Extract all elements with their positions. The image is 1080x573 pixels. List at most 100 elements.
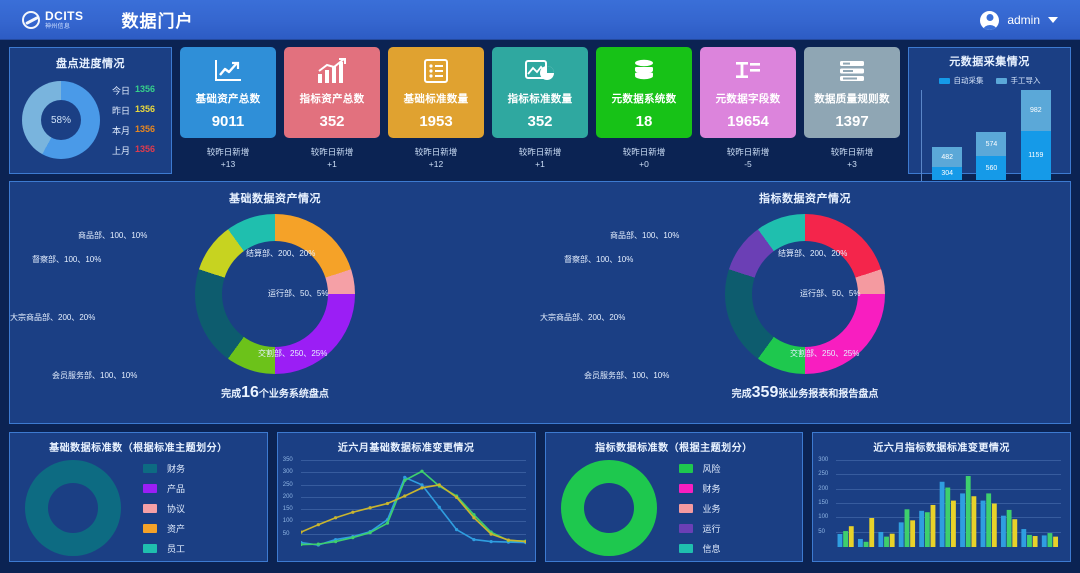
basic-asset-donut-ring: [195, 214, 355, 374]
index-asset-footer-suffix: 张业务报表和报告盘点: [778, 389, 879, 400]
kpi-delta-value: +0: [639, 159, 649, 170]
legend-swatch: [678, 523, 693, 533]
kpi-delta-value: +1: [535, 159, 545, 170]
inventory-progress-panel: 盘点进度情况 58% 今日 1356 昨日 1356 本月 1356 上月 1356: [9, 47, 172, 174]
kpi-card-body[interactable]: 指标资产总数 352: [284, 47, 380, 138]
logo-sub-text: 神州信息: [45, 23, 71, 30]
standard-legend-item[interactable]: 员工: [143, 542, 262, 555]
kpi-card-value: 1397: [835, 113, 869, 130]
basic-asset-footer-prefix: 完成: [221, 389, 242, 400]
bar-segment-manual: 482: [932, 146, 963, 168]
kpi-card-3[interactable]: 基础标准数量 1953 较昨日新增 +12: [388, 47, 484, 174]
index-asset-footer-number: 359: [751, 384, 779, 401]
legend-swatch: [678, 503, 693, 513]
progress-legend-row: 上月 1356: [112, 144, 165, 157]
kpi-card-delta: 较昨日新增 +3: [831, 146, 874, 171]
kpi-card-7[interactable]: 数据质量规则数 1397 较昨日新增 +3: [804, 47, 900, 174]
list-icon: [423, 56, 449, 86]
kpi-card-2[interactable]: 指标资产总数 352 较昨日新增 +1: [284, 47, 380, 174]
collection-legend-item[interactable]: 自动采集: [938, 75, 984, 86]
index-trend-chart: 50 100 150 200 250 300: [818, 457, 1065, 558]
kpi-card-label: 元数据系统数: [611, 93, 677, 105]
standard-legend-item[interactable]: 业务: [678, 502, 798, 515]
grid-line: [300, 472, 526, 474]
kpi-card-value: 19654: [727, 113, 769, 130]
kpi-card-delta: 较昨日新增 +13: [207, 146, 250, 171]
kpi-card-body[interactable]: 基础资产总数 9011: [180, 47, 276, 138]
progress-legend-row: 今日 1356: [112, 84, 165, 97]
pie-slice-label: 交割部、250、25%: [790, 349, 860, 358]
legend-label: 运行: [702, 523, 721, 534]
y-axis-tick: 50: [818, 528, 825, 535]
legend-label: 信息: [702, 543, 721, 554]
standard-legend-item[interactable]: 运行: [678, 522, 798, 535]
pie-slice-label: 结算部、200、20%: [246, 249, 316, 258]
kpi-card-6[interactable]: 元数据字段数 19654 较昨日新增 -5: [700, 47, 796, 174]
legend-label: 协议: [167, 503, 186, 514]
index-asset-footer-prefix: 完成: [731, 389, 752, 400]
kpi-card-body[interactable]: 基础标准数量 1953: [388, 47, 484, 138]
grid-line: [300, 460, 526, 461]
user-menu[interactable]: admin: [980, 0, 1058, 40]
standard-legend-item[interactable]: 协议: [143, 502, 262, 515]
kpi-delta-label: 较昨日新增: [518, 147, 562, 157]
legend-label: 自动采集: [953, 76, 984, 85]
y-axis-tick: 100: [818, 514, 829, 521]
dcits-logo-icon: [22, 10, 40, 29]
kpi-delta-value: +3: [847, 159, 857, 170]
progress-legend-value: 1356: [135, 123, 156, 134]
standard-legend-item[interactable]: 信息: [678, 542, 798, 555]
collection-bar-group: 9821159COLUMN: [1020, 90, 1052, 194]
y-axis-tick: 250: [282, 481, 293, 488]
kpi-card-body[interactable]: 元数据字段数 19654: [700, 47, 796, 138]
grid-line: [300, 533, 526, 535]
index-asset-donut: 商品部、100、10% 督察部、100、10% 大宗商品部、200、20% 会员服务部…: [540, 208, 1070, 380]
legend-label: 财务: [167, 463, 186, 474]
bottom-row: 基础数据标准数（根据标准主题划分） 财务 产品 协议 资产 员工 近六月基础数据标准变更…: [9, 432, 1071, 562]
basic-asset-title: 基础数据资产情况: [229, 193, 321, 205]
standard-legend-item[interactable]: 财务: [678, 482, 798, 495]
pie-slice-label: 交割部、250、25%: [258, 349, 328, 358]
grid-line: [836, 460, 1061, 461]
user-icon: [980, 10, 1000, 30]
standard-legend-item[interactable]: 产品: [143, 482, 262, 495]
kpi-card-body[interactable]: 指标标准数量 352: [492, 47, 588, 138]
kpi-delta-label: 较昨日新增: [726, 147, 770, 157]
kpi-card-body[interactable]: 元数据系统数 18: [596, 47, 692, 138]
bar-growth-icon: [316, 56, 348, 86]
y-axis-tick: 200: [818, 485, 829, 492]
kpi-card-label: 指标标准数量: [507, 93, 573, 105]
kpi-card-5[interactable]: 元数据系统数 18 较昨日新增 +0: [596, 47, 692, 174]
basic-standard-panel: 基础数据标准数（根据标准主题划分） 财务 产品 协议 资产 员工: [9, 432, 268, 562]
metadata-collection-title: 元数据采集情况: [949, 56, 1030, 68]
kpi-row: 盘点进度情况 58% 今日 1356 昨日 1356 本月 1356 上月 1356 基础资产…: [0, 40, 1080, 193]
y-axis-tick: 150: [282, 506, 293, 513]
line-series-svg: [300, 469, 526, 547]
inventory-progress-title: 盘点进度情况: [56, 58, 125, 70]
standard-legend-item[interactable]: 资产: [143, 522, 262, 535]
chevron-down-icon[interactable]: [1048, 17, 1058, 23]
pie-slice-label: 结算部、200、20%: [778, 249, 848, 258]
kpi-card-body[interactable]: 数据质量规则数 1397: [804, 47, 900, 138]
kpi-card-label: 基础标准数量: [403, 93, 469, 105]
kpi-card-4[interactable]: 指标标准数量 352 较昨日新增 +1: [492, 47, 588, 174]
collection-legend-item[interactable]: 手工导入: [995, 75, 1041, 86]
legend-label: 资产: [167, 523, 186, 534]
kpi-card-label: 指标资产总数: [299, 93, 365, 105]
rules-icon: [838, 56, 866, 86]
y-axis-tick: 50: [282, 530, 290, 537]
legend-label: 员工: [167, 543, 186, 554]
kpi-card-1[interactable]: 基础资产总数 9011 较昨日新增 +13: [180, 47, 276, 174]
standard-legend-item[interactable]: 财务: [143, 462, 262, 475]
standard-legend-item[interactable]: 风险: [678, 462, 798, 475]
index-trend-panel: 近六月指标数据标准变更情况 50 100 150 200 250 300: [812, 432, 1071, 562]
pie-slice-label: 会员服务部、100、10%: [52, 371, 138, 380]
kpi-delta-label: 较昨日新增: [310, 147, 354, 157]
asset-overview-panel: 基础数据资产情况 商品部、100、10% 督察部、100、10% 大宗商品部、200…: [9, 181, 1071, 424]
bar-segment-auto: 560: [976, 156, 1007, 180]
kpi-card-delta: 较昨日新增 +1: [519, 146, 562, 171]
basic-standard-legend: 财务产品协议资产员工: [121, 462, 262, 555]
legend-label: 财务: [702, 483, 721, 494]
progress-legend-row: 本月 1356: [112, 124, 165, 137]
brand-logo[interactable]: DCITS 神州信息: [22, 10, 84, 30]
